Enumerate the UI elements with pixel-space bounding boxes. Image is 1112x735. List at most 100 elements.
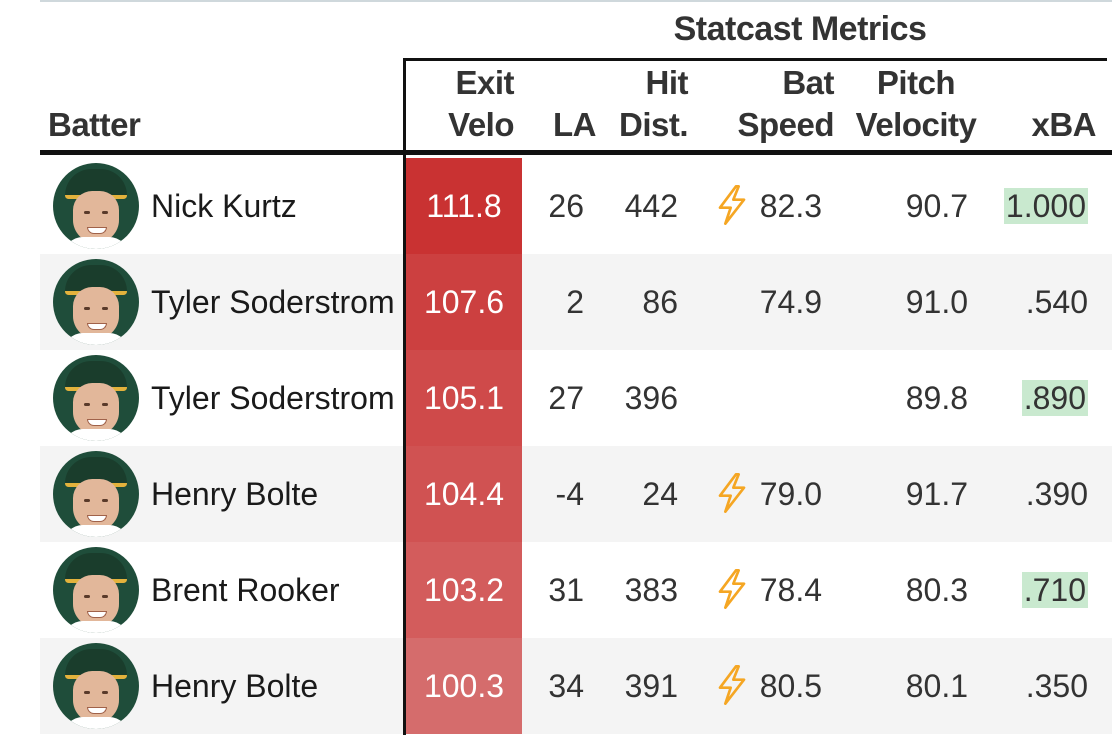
eye-shape [84, 403, 90, 406]
face-shape [73, 287, 119, 339]
pitch-velocity-cell: 80.1 [905, 668, 968, 704]
group-title: Statcast Metrics [673, 10, 927, 48]
jersey-shape [63, 333, 129, 345]
bat-speed-cell: 79.0 [700, 446, 822, 542]
table-row: Tyler Soderstrom 107.6 2 86 74.9 91.0 .5… [40, 254, 1112, 350]
jersey-shape [63, 237, 129, 249]
launch-angle-cell: 2 [566, 284, 584, 320]
lightning-bolt-icon [718, 185, 746, 225]
mouth-shape [87, 323, 107, 330]
xba-value: 1.000 [1003, 188, 1088, 224]
header-pitch-velocity-line2: Velocity [855, 106, 977, 143]
eye-shape [84, 499, 90, 502]
header-exit-velo-line2: Velo [448, 106, 514, 143]
face-shape [73, 575, 119, 627]
exit-velo-cell: 107.6 [406, 254, 522, 350]
eye-shape [102, 307, 108, 310]
hit-distance-cell: 383 [624, 572, 678, 608]
pitch-velocity-cell: 90.7 [905, 188, 968, 224]
batter-name: Brent Rooker [151, 572, 340, 608]
eye-shape [84, 691, 90, 694]
header-hit-dist-line2: Dist. [618, 106, 689, 143]
xba-value: .390 [1025, 476, 1088, 512]
exit-velo-cell: 103.2 [406, 542, 522, 638]
eye-shape [102, 211, 108, 214]
table-row: Tyler Soderstrom 105.1 27 396 89.8 .890 [40, 350, 1112, 446]
bat-speed-value: 82.3 [759, 188, 822, 224]
mouth-shape [87, 611, 107, 618]
header-bat-speed: Bat Speed [720, 62, 834, 146]
hit-distance-cell: 396 [624, 380, 678, 416]
pitch-velocity-cell: 80.3 [905, 572, 968, 608]
eye-shape [102, 691, 108, 694]
face-shape [73, 671, 119, 723]
header-hit-dist-line1: Hit [645, 64, 689, 101]
eye-shape [84, 307, 90, 310]
xba-cell: .350 [1026, 638, 1088, 734]
hit-distance-cell: 24 [642, 476, 678, 512]
eye-shape [84, 211, 90, 214]
batter-name: Henry Bolte [151, 668, 319, 704]
header-batter: Batter [48, 106, 141, 143]
launch-angle-cell: 34 [548, 668, 584, 704]
metrics-box-left [403, 58, 406, 735]
metrics-box-top [403, 58, 1107, 61]
player-avatar [53, 163, 139, 249]
bat-speed-cell: 78.4 [700, 542, 822, 638]
hit-distance-cell: 442 [624, 188, 678, 224]
table-row: Brent Rooker 103.2 31 383 78.4 80.3 .710 [40, 542, 1112, 638]
top-divider [40, 0, 1112, 2]
header-exit-velo: Exit Velo [410, 62, 514, 146]
xba-value: .710 [1021, 572, 1088, 608]
header-divider [40, 150, 1112, 155]
xba-value: .350 [1025, 668, 1088, 704]
header-la: LA [553, 106, 597, 143]
mouth-shape [87, 707, 107, 714]
jersey-shape [63, 621, 129, 633]
header-xba: xBA [1031, 106, 1096, 143]
table-row: Henry Bolte 104.4 -4 24 79.0 91.7 .390 [40, 446, 1112, 542]
lightning-bolt-icon [718, 569, 746, 609]
batter-name: Tyler Soderstrom [151, 380, 395, 416]
header-hit-dist: Hit Dist. [600, 62, 689, 146]
launch-angle-cell: 31 [548, 572, 584, 608]
batter-name: Henry Bolte [151, 476, 319, 512]
lightning-bolt-icon [718, 473, 746, 513]
exit-velo-cell: 105.1 [406, 350, 522, 446]
header-pitch-velocity-line1: Pitch [876, 64, 956, 101]
hit-distance-cell: 391 [624, 668, 678, 704]
xba-value: .890 [1021, 380, 1088, 416]
pitch-velocity-cell: 89.8 [905, 380, 968, 416]
header-bat-speed-line1: Bat [782, 64, 834, 101]
mouth-shape [87, 227, 107, 234]
hit-distance-cell: 86 [642, 284, 678, 320]
xba-cell: .540 [1026, 254, 1088, 350]
header-pitch-velocity: Pitch Velocity [850, 62, 982, 146]
bat-speed-cell: 80.5 [700, 638, 822, 734]
xba-cell: 1.000 [1003, 158, 1088, 254]
jersey-shape [63, 429, 129, 441]
mouth-shape [87, 419, 107, 426]
player-avatar [53, 355, 139, 441]
player-avatar [53, 643, 139, 729]
exit-velo-cell: 104.4 [406, 446, 522, 542]
table-body: Nick Kurtz 111.8 26 442 82.3 90.7 1.000 … [40, 158, 1112, 734]
pitch-velocity-cell: 91.0 [905, 284, 968, 320]
face-shape [73, 191, 119, 243]
launch-angle-cell: -4 [555, 476, 584, 512]
face-shape [73, 479, 119, 531]
bat-speed-value: 80.5 [759, 668, 822, 704]
jersey-shape [63, 525, 129, 537]
player-avatar [53, 547, 139, 633]
xba-cell: .390 [1026, 446, 1088, 542]
bat-speed-cell: 82.3 [700, 158, 822, 254]
table-row: Nick Kurtz 111.8 26 442 82.3 90.7 1.000 [40, 158, 1112, 254]
mouth-shape [87, 515, 107, 522]
lightning-bolt-icon [718, 665, 746, 705]
header-bat-speed-line2: Speed [737, 106, 834, 143]
exit-velo-cell: 100.3 [406, 638, 522, 734]
launch-angle-cell: 26 [548, 188, 584, 224]
launch-angle-cell: 27 [548, 380, 584, 416]
eye-shape [102, 595, 108, 598]
exit-velo-cell: 111.8 [406, 158, 522, 254]
